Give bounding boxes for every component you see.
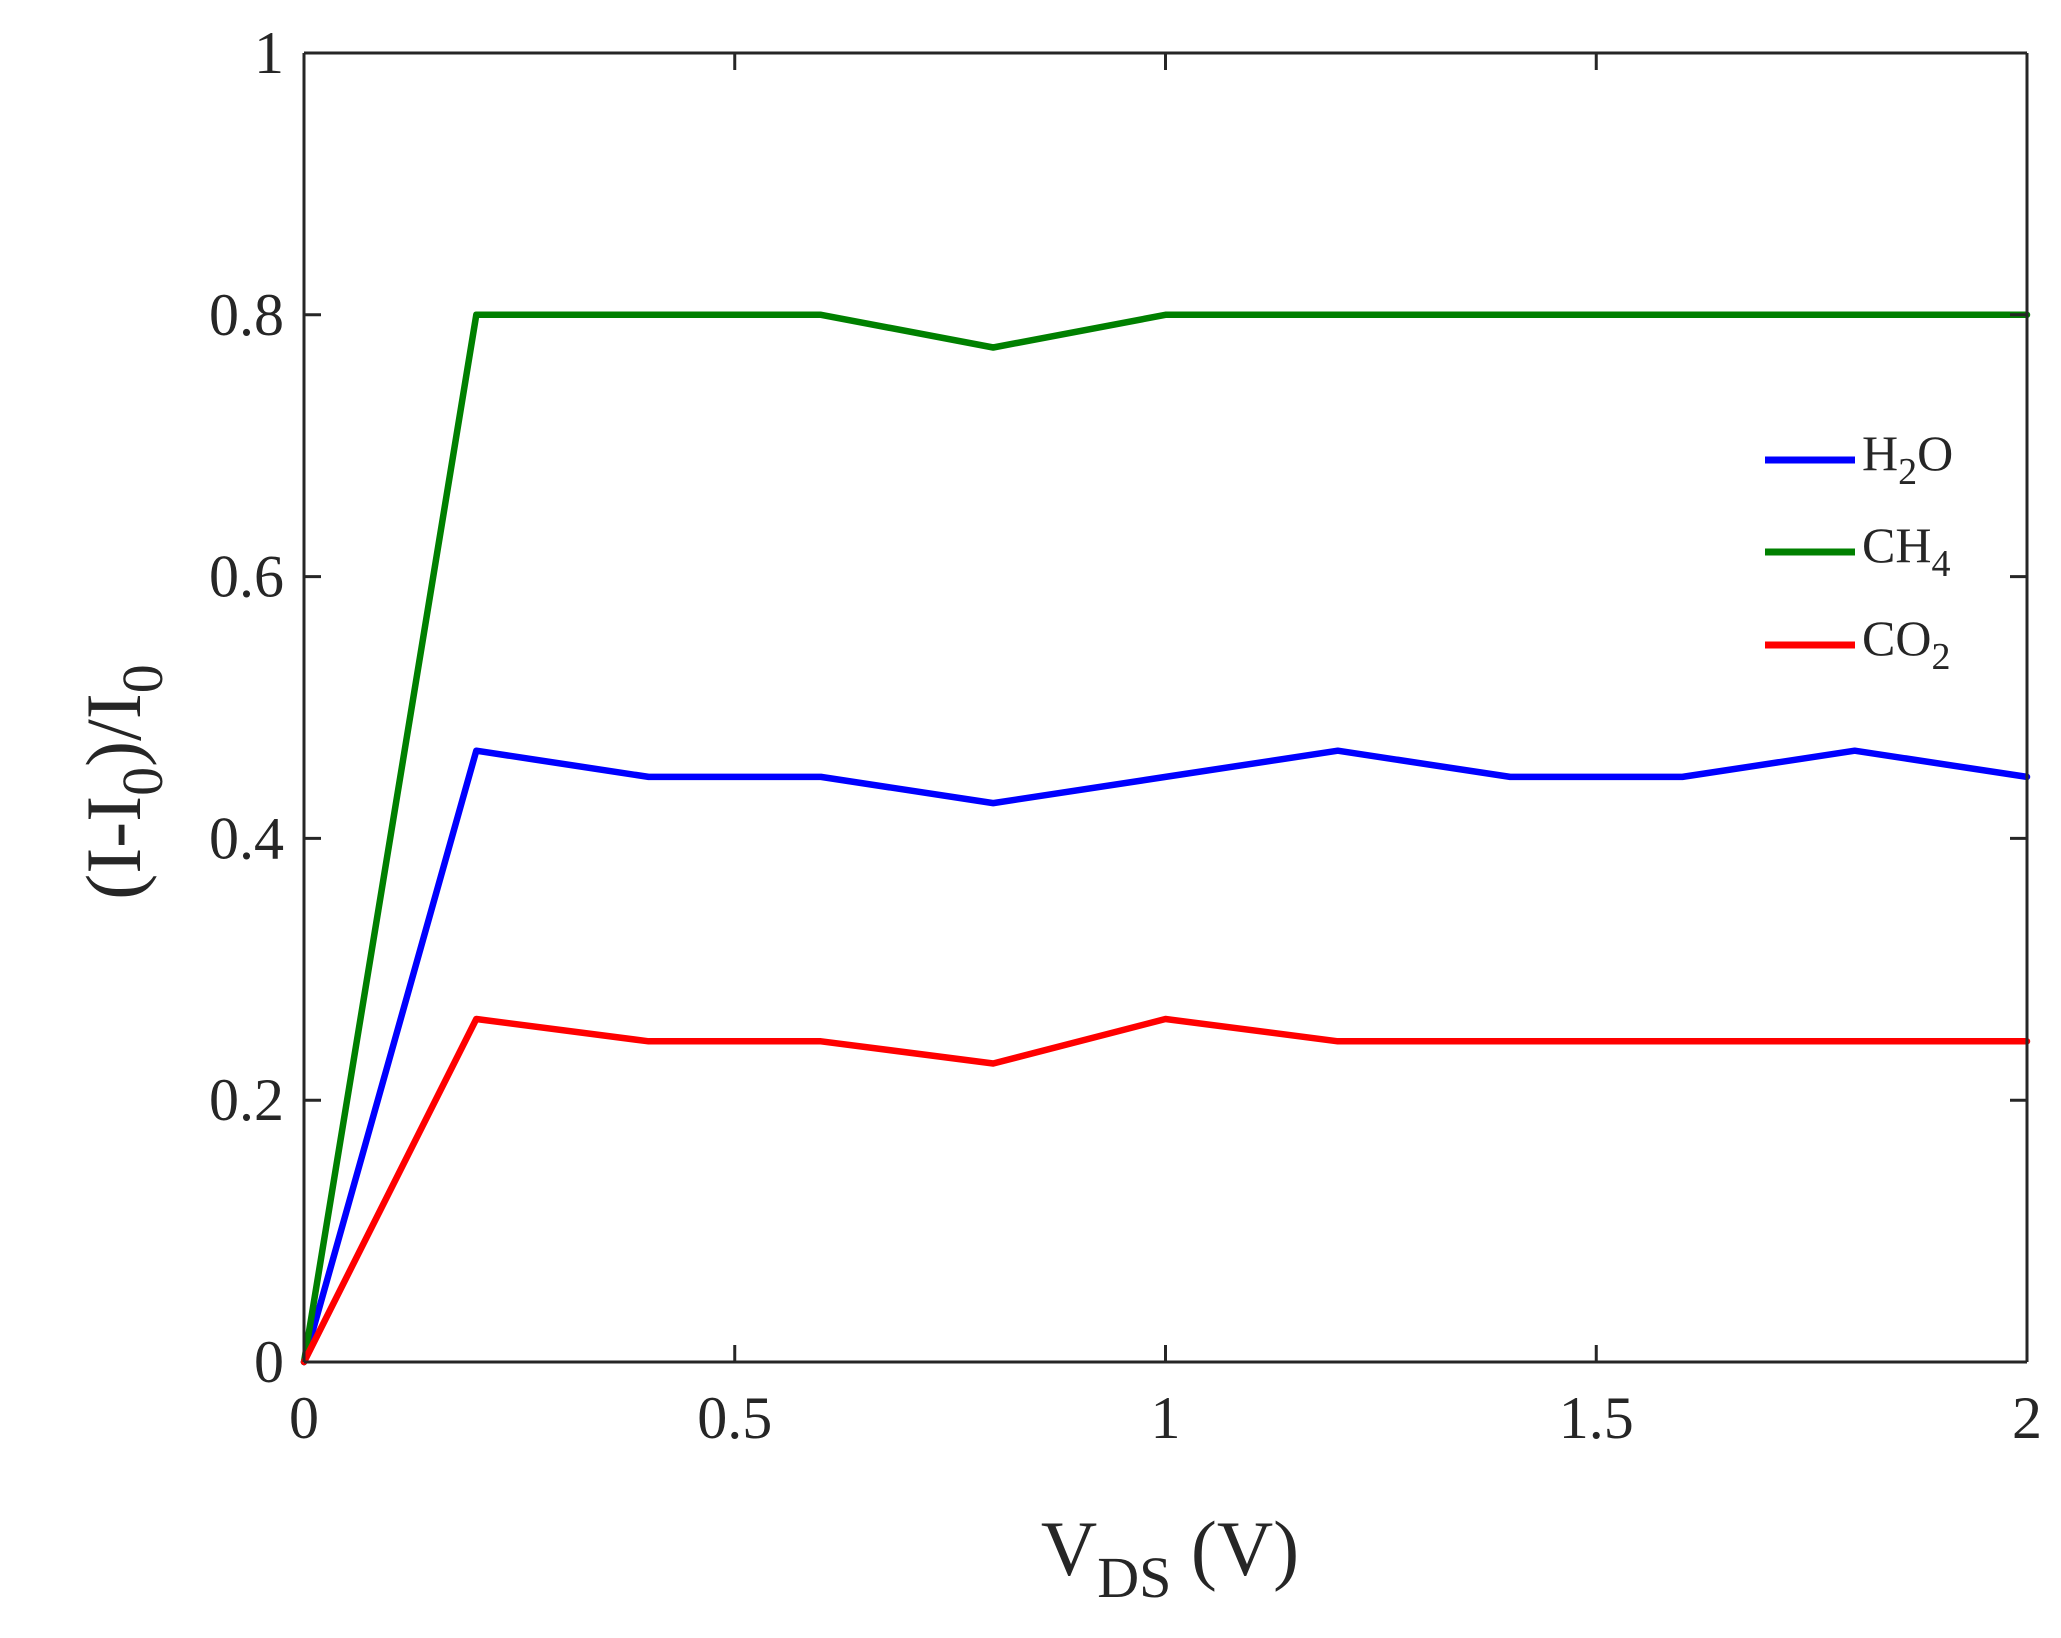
legend-item-co2: CO2 — [1765, 610, 1950, 678]
series-line-co2 — [300, 1015, 2031, 1366]
plot-area — [304, 53, 2027, 1362]
legend-item-h2o: H2O — [1765, 425, 1953, 493]
y-tick-label-0.8: 0.8 — [209, 282, 284, 348]
x-tick-label-0: 0 — [289, 1385, 319, 1451]
series-line-h2o — [300, 747, 2031, 1366]
legend-label-ch4: CH4 — [1862, 517, 1950, 585]
x-tick-label-1: 1 — [1151, 1385, 1181, 1451]
x-axis-label: VDS (V) — [1041, 1505, 1299, 1610]
y-tick-label-1: 1 — [254, 20, 284, 86]
plot-background — [304, 53, 2027, 1362]
x-tick-label-2: 2 — [2012, 1385, 2042, 1451]
series-line-ch4 — [300, 311, 2031, 1366]
legend-item-ch4: CH4 — [1765, 517, 1950, 585]
y-tick-label-0.4: 0.4 — [209, 805, 284, 871]
y-tick-label-0.2: 0.2 — [209, 1067, 284, 1133]
series-layer — [300, 311, 2031, 1366]
y-axis-label: (I-I0)/I0 — [70, 664, 175, 900]
y-tick-label-0.6: 0.6 — [209, 544, 284, 610]
legend-label-co2: CO2 — [1862, 610, 1950, 678]
x-tick-label-1.5: 1.5 — [1559, 1385, 1634, 1451]
x-tick-label-0.5: 0.5 — [697, 1385, 772, 1451]
ticks: 0 0.5 1 1.5 2 0 0.2 0.4 0.6 0.8 1 — [209, 20, 2042, 1451]
y-tick-label-0: 0 — [254, 1329, 284, 1395]
legend-label-h2o: H2O — [1862, 425, 1953, 493]
legend: H2O CH4 CO2 — [1765, 425, 1953, 678]
